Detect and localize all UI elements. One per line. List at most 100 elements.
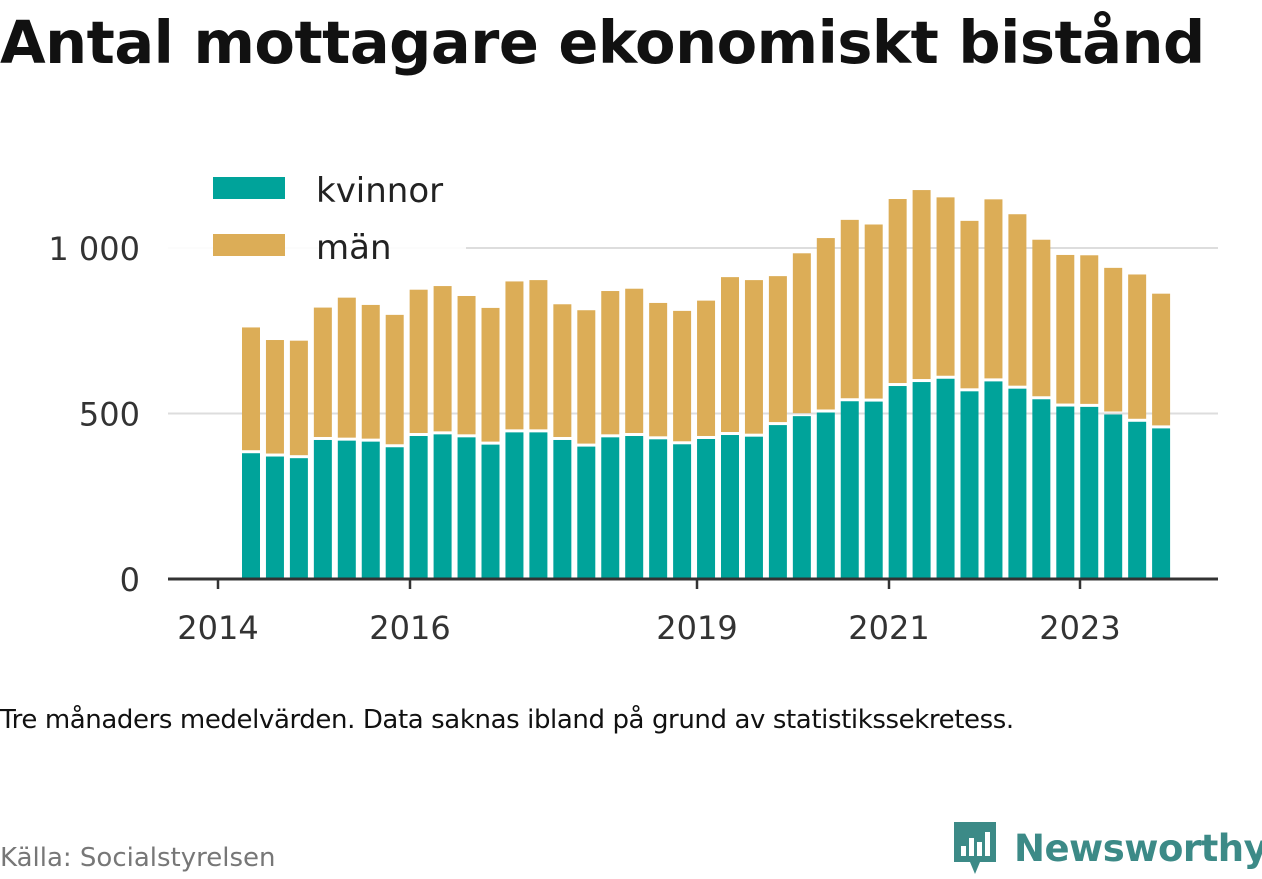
y-tick-label: 0 [120, 561, 140, 599]
bar-kvinnor [1056, 406, 1075, 579]
bar-kvinnor [744, 436, 763, 579]
bar-man [864, 224, 883, 399]
bar-man [721, 277, 739, 433]
bar-kvinnor [289, 458, 308, 579]
bar-kvinnor [1152, 428, 1171, 579]
bar-man [1128, 274, 1147, 419]
legend: kvinnor män [168, 168, 466, 268]
legend-swatch-kvinnor [213, 177, 285, 199]
bar-kvinnor [1080, 406, 1099, 579]
bar-kvinnor [625, 436, 644, 579]
bar-kvinnor [960, 391, 979, 579]
bar-man [1104, 267, 1123, 412]
bar-man [433, 286, 452, 432]
bar-kvinnor [242, 453, 260, 579]
bar-man [960, 220, 979, 389]
bar-man [936, 197, 955, 376]
bar-man [1152, 293, 1171, 426]
bar-man [984, 199, 1003, 379]
legend-swatch-man [213, 234, 285, 256]
bar-kvinnor [888, 386, 907, 579]
x-tick-label: 2019 [656, 609, 737, 647]
bar-man [337, 297, 356, 438]
bar-kvinnor [864, 401, 883, 579]
bar-kvinnor [1032, 399, 1051, 579]
bar-man [361, 304, 380, 439]
bar-man [553, 304, 572, 437]
bar-kvinnor [505, 432, 524, 579]
bar-man [625, 288, 644, 434]
bar-man [888, 199, 907, 384]
bar-kvinnor [265, 456, 284, 579]
bar-man [265, 340, 284, 454]
bar-kvinnor [361, 441, 380, 579]
bar-kvinnor [409, 436, 428, 579]
bar-kvinnor [313, 439, 332, 579]
x-tick-label: 2016 [369, 609, 450, 647]
x-tick-label: 2023 [1039, 609, 1120, 647]
bar-man [1056, 254, 1075, 404]
bar-man [457, 295, 476, 435]
bars [242, 190, 1171, 579]
bar-man [697, 300, 716, 436]
bar-man [768, 276, 787, 423]
bar-kvinnor [457, 437, 476, 579]
y-tick-label: 1 000 [48, 230, 140, 268]
y-tick-label: 500 [79, 396, 140, 434]
bar-kvinnor [433, 434, 452, 579]
bar-kvinnor [697, 438, 716, 579]
x-tick-label: 2021 [848, 609, 929, 647]
brand-name: Newsworthy [1014, 826, 1262, 870]
chart-note: Tre månaders medelvärden. Data saknas ib… [0, 705, 1014, 735]
brand-logo: Newsworthy [950, 818, 1262, 878]
bar-man [744, 280, 763, 434]
bar-kvinnor [1008, 388, 1027, 579]
bar-man [649, 302, 668, 437]
bar-kvinnor [673, 444, 692, 579]
bar-kvinnor [936, 378, 955, 579]
bar-kvinnor [912, 382, 931, 579]
bar-man [505, 281, 524, 430]
bar-man [289, 340, 308, 456]
bar-man [601, 291, 620, 435]
bar-kvinnor [649, 439, 668, 579]
stacked-bar-chart: 0 500 1 000 2014 2016 2019 2021 2023 kvinnor mä… [48, 168, 1218, 647]
chart-title: Antal mottagare ekonomiskt bistånd [0, 8, 1205, 77]
bar-man [1080, 255, 1099, 404]
bar-chart-bubble-icon [954, 822, 996, 874]
bar-kvinnor [385, 447, 404, 579]
source-text: Källa: Socialstyrelsen [0, 843, 276, 873]
bar-man [1008, 214, 1027, 386]
bar-man [840, 219, 859, 399]
bar-man [912, 190, 931, 380]
bar-kvinnor [816, 412, 835, 579]
bar-kvinnor [577, 446, 596, 579]
bar-kvinnor [721, 435, 739, 579]
bar-kvinnor [601, 437, 620, 579]
legend-label: män [316, 228, 392, 268]
bar-kvinnor [1128, 421, 1147, 579]
bar-kvinnor [984, 381, 1003, 579]
bar-kvinnor [768, 425, 787, 579]
bar-man [481, 307, 500, 442]
bar-man [816, 238, 835, 410]
legend-label: kvinnor [316, 171, 443, 211]
bar-kvinnor [337, 440, 356, 579]
bar-man [409, 289, 428, 434]
x-tick-label: 2014 [177, 609, 258, 647]
bar-kvinnor [1104, 414, 1123, 579]
bar-kvinnor [792, 416, 811, 579]
bar-kvinnor [553, 439, 572, 579]
bar-man [385, 314, 404, 445]
bar-man [242, 327, 260, 451]
x-axis: 2014 2016 2019 2021 2023 [168, 577, 1218, 647]
bar-man [529, 280, 548, 430]
bar-man [577, 310, 596, 444]
bar-kvinnor [529, 432, 548, 579]
bar-kvinnor [840, 401, 859, 579]
bar-man [792, 253, 811, 414]
bar-man [1032, 239, 1051, 397]
y-axis-labels: 0 500 1 000 [48, 230, 140, 599]
bar-man [313, 307, 332, 437]
bar-kvinnor [481, 444, 500, 579]
